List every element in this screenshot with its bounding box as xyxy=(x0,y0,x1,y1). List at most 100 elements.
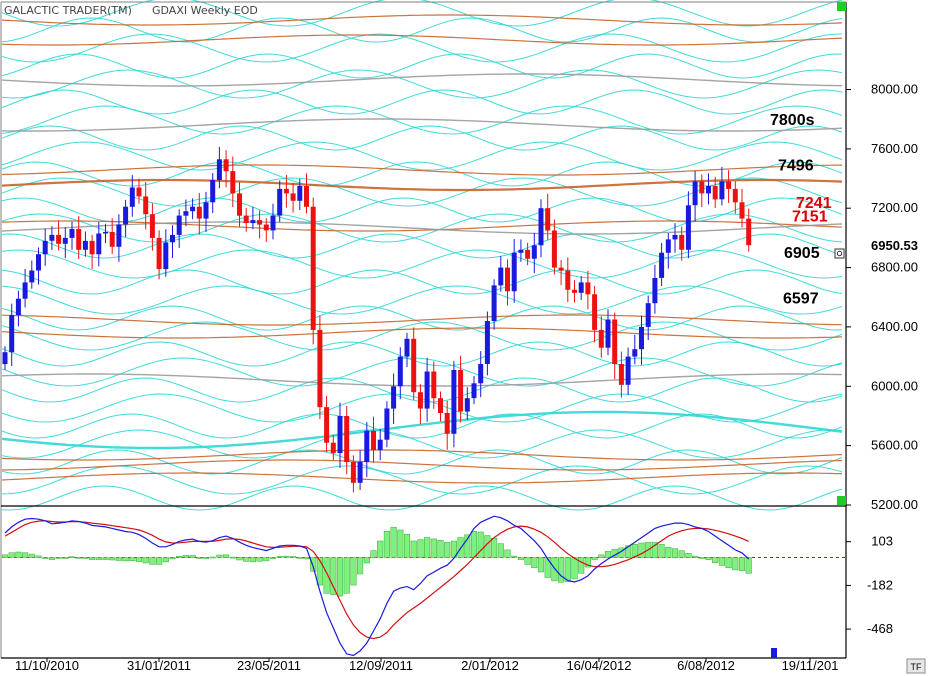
candle-body xyxy=(136,187,142,197)
histogram-bar xyxy=(631,544,638,558)
cycle-line xyxy=(1,341,843,367)
cycle-line xyxy=(1,410,843,450)
candle-body xyxy=(391,386,397,409)
candle-body xyxy=(15,298,21,315)
histogram-bar xyxy=(115,557,122,561)
candle-body xyxy=(592,294,598,330)
histogram-bar xyxy=(531,557,538,569)
candle-body xyxy=(458,370,464,412)
cycle-line xyxy=(1,0,843,27)
histogram-bar xyxy=(470,531,478,558)
candle-body xyxy=(491,285,497,321)
histogram-bar xyxy=(464,534,471,558)
cycle-line xyxy=(1,327,843,339)
candle-body xyxy=(612,319,618,364)
crosshair-icon[interactable] xyxy=(834,248,845,259)
candle-body xyxy=(665,239,671,253)
scroll-top-marker[interactable] xyxy=(837,2,846,11)
histogram-bar xyxy=(517,557,524,560)
cycle-line xyxy=(1,221,843,235)
histogram-bar xyxy=(363,557,370,564)
candle-body xyxy=(277,188,283,216)
candle-body xyxy=(652,278,658,304)
histogram-bar xyxy=(692,555,699,558)
histogram-bar xyxy=(22,552,29,558)
cycle-line xyxy=(1,449,843,461)
price-tick-label: 8000.00 xyxy=(871,82,918,97)
histogram-bar xyxy=(718,557,725,566)
histogram-bar xyxy=(323,557,330,594)
histogram-bar xyxy=(189,555,196,558)
candle-body xyxy=(464,398,470,412)
candle-body xyxy=(618,364,624,385)
candle-body xyxy=(578,282,584,293)
histogram-bar xyxy=(156,557,163,565)
cycle-line xyxy=(1,105,843,135)
date-tick-label: 2/01/2012 xyxy=(461,658,519,673)
candle-body xyxy=(451,370,457,434)
candle-body xyxy=(42,240,48,255)
cycle-line xyxy=(1,485,843,511)
histogram-bar xyxy=(256,557,263,562)
macd-tick-label: 103 xyxy=(871,534,893,549)
histogram-bar xyxy=(651,542,658,558)
histogram-bar xyxy=(551,557,558,582)
histogram-bar xyxy=(42,557,49,559)
histogram-bar xyxy=(290,556,297,558)
histogram-bar xyxy=(169,557,176,560)
histogram-bar xyxy=(397,529,404,558)
candle-body xyxy=(692,181,698,206)
macd-tick-label: -468 xyxy=(867,621,893,636)
level-label: 7496 xyxy=(778,157,814,174)
candle-body xyxy=(243,215,249,223)
macd-tick-label: -182 xyxy=(867,577,893,592)
cycle-line xyxy=(1,357,843,387)
candle-body xyxy=(82,240,88,250)
histogram-bar xyxy=(658,544,665,558)
cycle-line xyxy=(1,249,843,279)
histogram-bar xyxy=(142,557,149,564)
candle-body xyxy=(89,240,95,255)
candle-body xyxy=(404,338,410,357)
candle-body xyxy=(196,206,202,219)
level-label: 6597 xyxy=(783,291,819,308)
histogram-bar xyxy=(75,557,82,559)
candle-body xyxy=(625,356,631,385)
histogram-bar xyxy=(109,557,116,561)
cycle-line xyxy=(1,449,843,475)
histogram-bar xyxy=(698,557,705,559)
candle-body xyxy=(69,229,75,238)
histogram-bar xyxy=(102,557,109,560)
candle-body xyxy=(216,159,222,181)
tf-button[interactable] xyxy=(906,658,926,674)
level-label: 7241 xyxy=(796,195,832,212)
histogram-bar xyxy=(537,557,545,573)
histogram-bar xyxy=(511,555,518,558)
cycle-line xyxy=(1,125,843,151)
candle-body xyxy=(9,315,15,353)
scroll-bottom-marker[interactable] xyxy=(837,496,846,505)
histogram-bar xyxy=(571,557,578,580)
histogram-bar xyxy=(604,551,612,558)
histogram-bar xyxy=(176,556,183,558)
price-tick-label: 6000.00 xyxy=(871,378,918,393)
app-title: GALACTIC TRADER(TM) xyxy=(4,4,132,17)
histogram-bar xyxy=(263,557,270,562)
histogram-bar xyxy=(578,557,585,574)
price-tick-label: 5200.00 xyxy=(871,497,918,512)
candle-body xyxy=(371,430,376,451)
histogram-bar xyxy=(276,556,283,558)
candle-body xyxy=(56,234,62,244)
candle-body xyxy=(123,206,129,225)
candle-body xyxy=(431,371,437,399)
histogram-bar xyxy=(68,556,76,558)
histogram-bar xyxy=(564,557,571,582)
histogram-bar xyxy=(705,557,712,560)
histogram-bar xyxy=(410,540,417,558)
histogram-bar xyxy=(625,545,632,558)
cycle-line xyxy=(1,69,843,99)
histogram-bar xyxy=(82,557,89,559)
histogram-bar xyxy=(229,556,236,559)
